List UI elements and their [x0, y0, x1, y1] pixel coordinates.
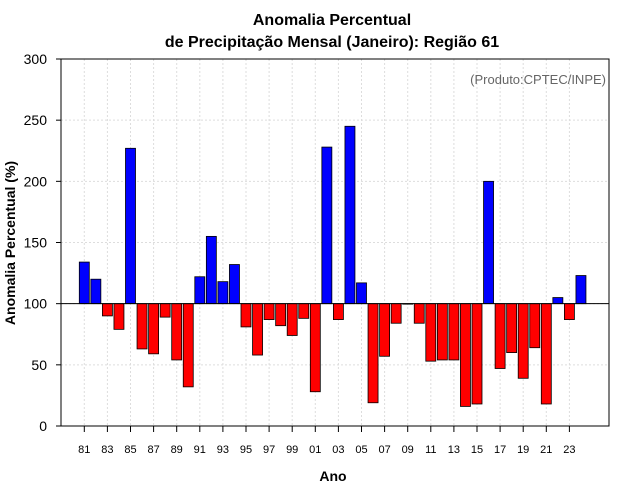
x-tick-label: 99 [286, 444, 298, 456]
x-axis: 81 83 85 87 89 91 93 95 97 99 01 03 05 07 09 11 13 15 17 19… [78, 426, 576, 456]
bar-04 [344, 125, 356, 305]
bar-89 [171, 303, 183, 361]
bar-23 [564, 303, 575, 320]
x-tick-label: 87 [147, 444, 159, 456]
chart-title-line2: de Precipitação Mensal (Janeiro): Região… [165, 34, 499, 51]
bar-01 [309, 303, 321, 393]
y-tick-label: 300 [24, 51, 48, 67]
x-axis-label: Ano [319, 468, 346, 484]
bar-95 [240, 303, 252, 328]
x-tick-label: 83 [101, 444, 113, 456]
bar-88 [159, 303, 171, 318]
x-tick-label: 13 [448, 444, 460, 456]
y-tick-label: 250 [24, 112, 48, 128]
bar-94 [229, 264, 240, 305]
bar-97 [263, 303, 275, 320]
x-tick-label: 93 [217, 444, 229, 456]
bar-17 [494, 303, 506, 369]
x-tick-label: 03 [332, 444, 344, 456]
y-tick-label: 50 [31, 357, 47, 373]
bar-90 [182, 303, 194, 388]
bar-05 [356, 282, 367, 305]
y-axis: 0 50 100 150 200 250 300 [24, 51, 61, 434]
bar-03 [332, 303, 344, 320]
bar-22 [552, 297, 564, 305]
bar-02 [321, 146, 333, 305]
bar-10 [413, 303, 425, 324]
chart-title-line1: Anomalia Percentual [253, 12, 411, 29]
bar-96 [252, 303, 263, 356]
bar-83 [102, 303, 113, 317]
x-tick-label: 19 [517, 444, 529, 456]
x-tick-label: 95 [240, 444, 252, 456]
bar-11 [425, 303, 437, 362]
y-tick-label: 150 [24, 235, 48, 251]
bar-98 [275, 303, 287, 327]
x-tick-label: 17 [494, 444, 506, 456]
bar-91 [194, 276, 206, 305]
bars [78, 125, 587, 407]
y-tick-label: 100 [24, 296, 48, 312]
x-tick-label: 23 [563, 444, 575, 456]
x-tick-label: 91 [194, 444, 206, 456]
x-tick-label: 05 [355, 444, 367, 456]
bar-85 [125, 147, 136, 305]
x-tick-label: 81 [78, 444, 90, 456]
bar-87 [148, 303, 160, 355]
bar-84 [113, 303, 125, 330]
bar-15 [471, 303, 483, 405]
bar-20 [529, 303, 541, 349]
bar-24 [575, 275, 587, 305]
bar-16 [483, 180, 494, 305]
bar-82 [90, 278, 102, 305]
bar-13 [448, 303, 460, 361]
y-tick-label: 200 [24, 173, 48, 189]
bar-18 [506, 303, 518, 354]
y-tick-label: 0 [39, 418, 47, 434]
bar-99 [286, 303, 298, 336]
bar-07 [379, 303, 391, 357]
x-tick-label: 09 [402, 444, 414, 456]
x-tick-label: 97 [263, 444, 275, 456]
bar-14 [460, 303, 471, 407]
bar-19 [517, 303, 529, 379]
bar-06 [367, 303, 379, 404]
x-tick-label: 01 [309, 444, 321, 456]
x-tick-label: 89 [171, 444, 183, 456]
bar-81 [78, 261, 90, 305]
x-tick-label: 07 [378, 444, 390, 456]
x-tick-label: 85 [124, 444, 136, 456]
bar-93 [217, 281, 229, 305]
credit-label: (Produto:CPTEC/INPE) [470, 72, 606, 87]
bar-12 [436, 303, 448, 361]
x-tick-label: 15 [471, 444, 483, 456]
x-tick-label: 21 [540, 444, 552, 456]
bar-92 [205, 235, 217, 305]
bar-86 [136, 303, 148, 350]
bar-00 [298, 303, 310, 319]
y-axis-label: Anomalia Percentual (%) [2, 161, 18, 325]
bar-21 [540, 303, 552, 405]
bar-08 [390, 303, 402, 324]
x-tick-label: 11 [425, 444, 436, 456]
